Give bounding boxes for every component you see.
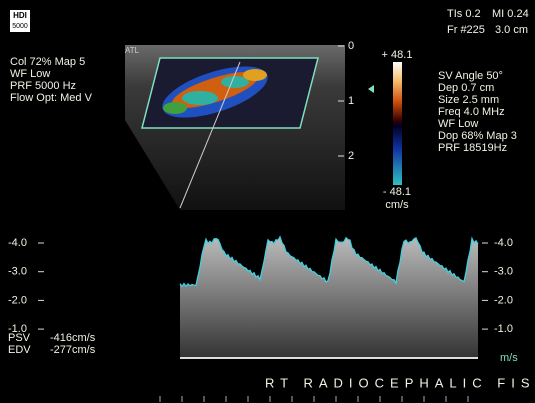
measurement-label: PSV bbox=[8, 332, 31, 344]
doppler-setting: Dop 68% Map 3 bbox=[438, 130, 517, 142]
depth-label: 0 bbox=[348, 40, 354, 52]
color-setting: PRF 5000 Hz bbox=[10, 80, 76, 92]
ultrasound-screen: HDI 5000 TIs 0.2 MI 0.24 Fr #225 3.0 cm … bbox=[0, 0, 535, 403]
velocity-unit: m/s bbox=[500, 352, 518, 364]
transducer: ATL bbox=[125, 46, 140, 55]
color-bar bbox=[393, 62, 402, 185]
doppler-setting: Freq 4.0 MHz bbox=[438, 106, 505, 118]
caption: RT RADIOCEPHALIC FISTULA bbox=[265, 375, 535, 390]
mechanical-index: MI 0.24 bbox=[492, 8, 529, 20]
depth-label: 2 bbox=[348, 150, 354, 162]
doppler-setting: Dep 0.7 cm bbox=[438, 82, 494, 94]
velocity-label-left: -4.0 bbox=[8, 237, 27, 249]
doppler-setting: SV Angle 50° bbox=[438, 70, 503, 82]
velocity-label-right: -2.0 bbox=[494, 294, 513, 306]
doppler-setting: Size 2.5 mm bbox=[438, 94, 499, 106]
measurement-label: EDV bbox=[8, 344, 31, 356]
velocity-label-right: -1.0 bbox=[494, 323, 513, 335]
color-bar-min: - 48.1 bbox=[383, 186, 411, 198]
color-setting: Col 72% Map 5 bbox=[10, 56, 85, 68]
depth-label: 1 bbox=[348, 95, 354, 107]
logo: HDI bbox=[13, 11, 27, 20]
color-bar-max: + 48.1 bbox=[382, 49, 413, 61]
velocity-label-left: -2.0 bbox=[8, 294, 27, 306]
measurement-value: -277cm/s bbox=[50, 344, 96, 356]
thermal-index: TIs 0.2 bbox=[447, 8, 481, 20]
doppler-setting: PRF 18519Hz bbox=[438, 142, 507, 154]
depth: 3.0 cm bbox=[495, 24, 528, 36]
velocity-label-right: -3.0 bbox=[494, 266, 513, 278]
velocity-label-right: -4.0 bbox=[494, 237, 513, 249]
color-bar-unit: cm/s bbox=[385, 199, 409, 211]
logo: 5000 bbox=[12, 23, 28, 30]
velocity-label-left: -3.0 bbox=[8, 266, 27, 278]
doppler-setting: WF Low bbox=[438, 118, 478, 130]
color-setting: Flow Opt: Med V bbox=[10, 92, 93, 104]
measurement-value: -416cm/s bbox=[50, 332, 96, 344]
frame-rate: Fr #225 bbox=[447, 24, 485, 36]
color-setting: WF Low bbox=[10, 68, 50, 80]
